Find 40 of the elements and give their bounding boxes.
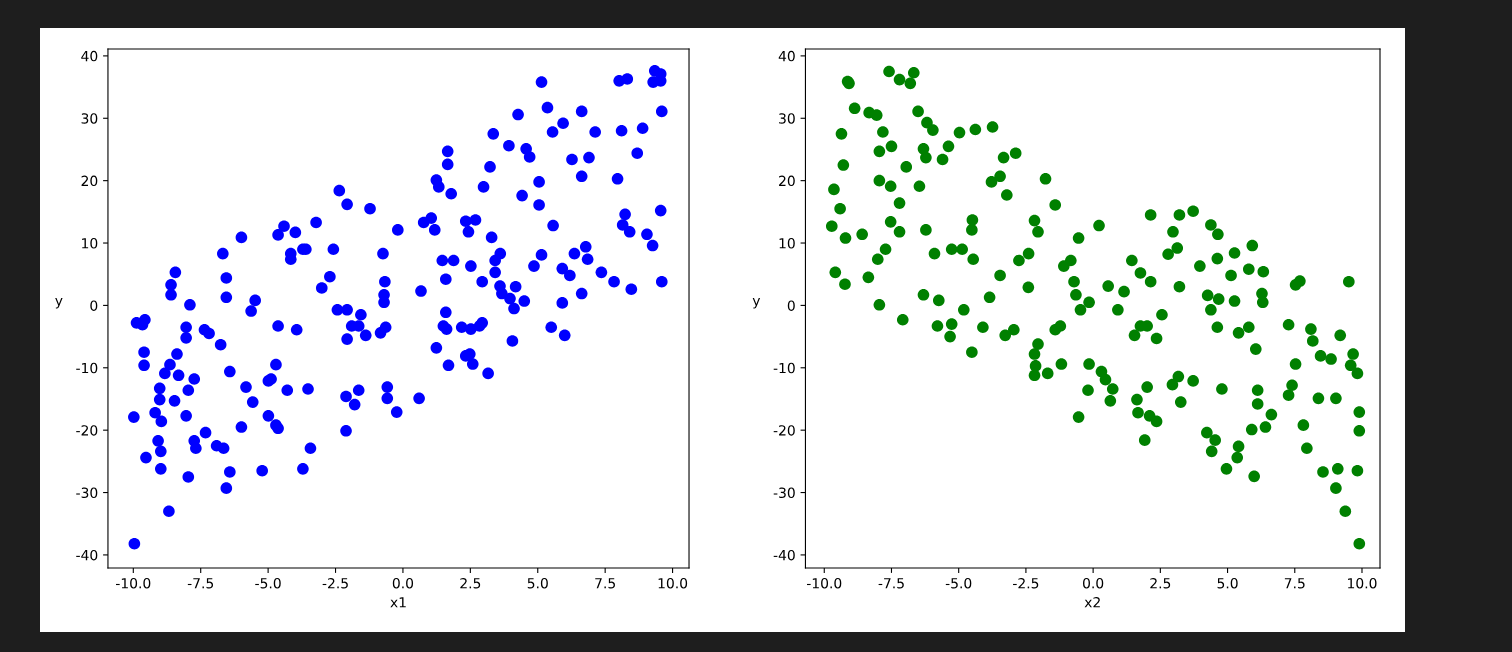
y-tick-label: -10 xyxy=(76,362,98,374)
x-tick-label: -5.0 xyxy=(255,577,281,589)
y-tick-label: 20 xyxy=(779,175,795,187)
x-tick-label: -5.0 xyxy=(945,577,972,589)
x-axis-title: x2 xyxy=(1084,596,1100,608)
y-tick-label: 30 xyxy=(779,113,795,124)
y-tick-label: -40 xyxy=(76,549,98,561)
y-tick-label: 20 xyxy=(81,175,98,187)
x-tick-label: 10.0 xyxy=(1348,577,1377,589)
x-tick-label: -7.5 xyxy=(878,578,904,589)
y-tick-label: -30 xyxy=(773,487,795,499)
y-axis-title: y xyxy=(55,298,63,309)
x-tick-label: 10.0 xyxy=(658,577,688,589)
x-tick-label: 7.5 xyxy=(1284,578,1305,589)
y-tick-label: -20 xyxy=(76,425,98,436)
y-tick-label: 0 xyxy=(787,300,795,311)
y-tick-label: -10 xyxy=(773,362,795,374)
y-axis-title: y xyxy=(752,298,761,309)
y-tick-label: 10 xyxy=(82,238,98,249)
x-tick-label: 5.0 xyxy=(527,577,548,589)
y-tick-label: 40 xyxy=(778,50,795,62)
x-tick-label: -10.0 xyxy=(116,577,151,589)
y-tick-label: 30 xyxy=(81,113,98,124)
x-tick-label: -7.5 xyxy=(187,578,214,589)
y-tick-label: 40 xyxy=(81,50,98,62)
x-tick-label: 0.0 xyxy=(392,577,414,589)
x-tick-label: 2.5 xyxy=(460,577,481,589)
x-tick-label: 2.5 xyxy=(1150,577,1171,589)
x-axis-title: x1 xyxy=(390,597,406,608)
x-tick-label: -2.5 xyxy=(322,577,348,589)
y-tick-label: -30 xyxy=(76,487,98,499)
y-tick-label: -20 xyxy=(773,425,795,436)
y-tick-label: 0 xyxy=(90,300,98,311)
x-tick-label: -2.5 xyxy=(1013,577,1039,589)
x-tick-label: 0.0 xyxy=(1083,577,1104,589)
y-tick-label: 10 xyxy=(779,238,795,249)
x-tick-label: 7.5 xyxy=(595,578,615,589)
x-tick-label: 5.0 xyxy=(1217,577,1238,589)
y-tick-label: -40 xyxy=(773,549,795,561)
x-tick-label: -10.0 xyxy=(806,577,842,589)
